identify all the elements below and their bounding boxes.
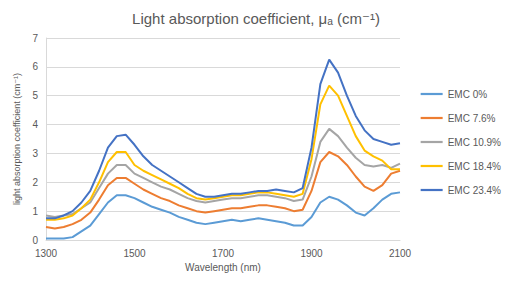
svg-text:2: 2	[32, 177, 38, 188]
svg-text:EMC 10.9%: EMC 10.9%	[448, 137, 501, 148]
svg-text:7: 7	[32, 33, 38, 44]
svg-text:6: 6	[32, 61, 38, 72]
svg-text:3: 3	[32, 148, 38, 159]
svg-text:4: 4	[32, 119, 38, 130]
svg-text:1900: 1900	[300, 248, 323, 259]
svg-text:1700: 1700	[212, 248, 235, 259]
svg-text:1500: 1500	[123, 248, 146, 259]
svg-text:Light absorption coefficient,: Light absorption coefficient, μₐ (cm⁻¹)	[132, 10, 380, 27]
svg-text:1300: 1300	[35, 248, 58, 259]
svg-text:EMC 23.4%: EMC 23.4%	[448, 185, 501, 196]
svg-text:0: 0	[32, 235, 38, 246]
svg-text:EMC 18.4%: EMC 18.4%	[448, 161, 501, 172]
svg-text:Wavelength (nm): Wavelength (nm)	[185, 262, 261, 273]
svg-text:light absorption coefficient (: light absorption coefficient (cm⁻¹)	[12, 73, 22, 205]
svg-text:EMC 7.6%: EMC 7.6%	[448, 113, 496, 124]
svg-text:EMC 0%: EMC 0%	[448, 89, 488, 100]
svg-text:2100: 2100	[389, 248, 412, 259]
svg-text:5: 5	[32, 90, 38, 101]
svg-text:1: 1	[32, 206, 38, 217]
